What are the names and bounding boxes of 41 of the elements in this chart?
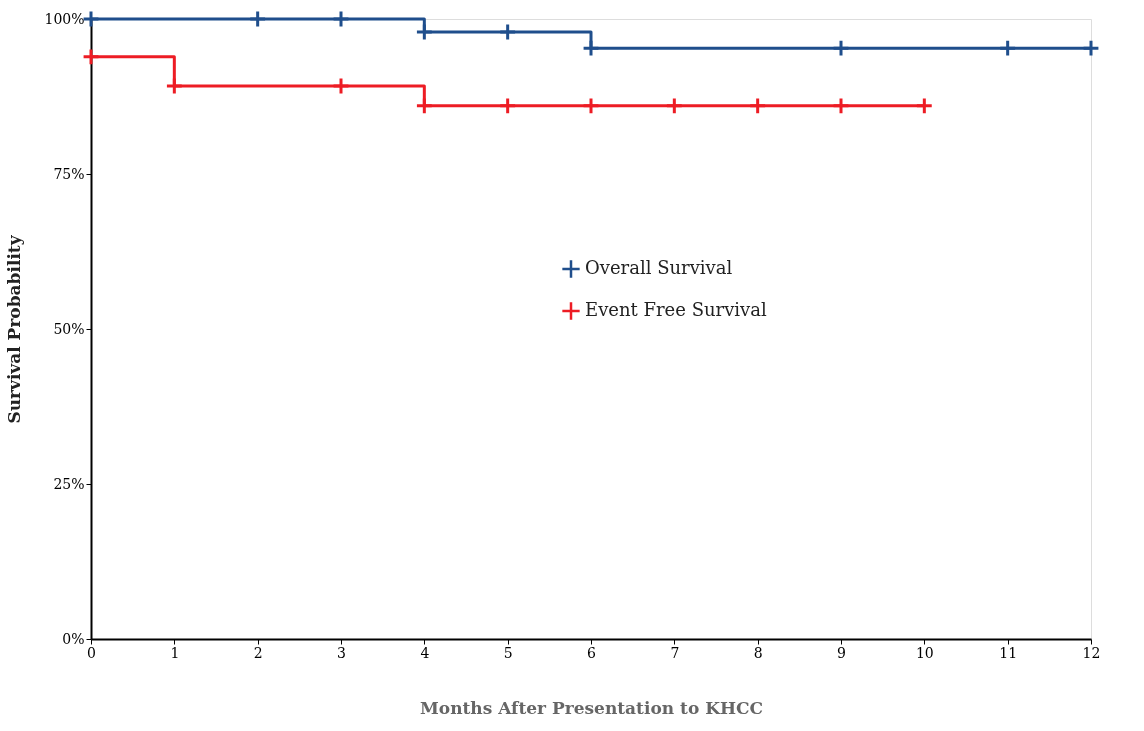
x-tick-label: 6 [587,644,597,661]
x-tick-label: 9 [837,644,846,661]
point [82,10,100,28]
point [82,47,100,66]
x-tick-label: 3 [337,644,346,661]
point [998,39,1017,58]
legend-label: Event Free Survival [585,299,767,320]
x-tick-label: 2 [253,644,263,661]
y-tick-label: 75% [53,165,85,182]
x-tick-label: 0 [87,644,96,661]
point [832,39,850,58]
x-tick-label: 12 [1082,644,1101,661]
point [498,96,517,115]
point [582,96,600,115]
x-tick-label: 4 [420,644,430,661]
x-tick-label: 10 [915,644,934,661]
point [415,23,434,41]
point [165,77,184,95]
point [415,96,434,115]
y-tick-label: 0% [62,630,85,647]
point [915,96,934,115]
point [248,10,267,28]
point [332,10,350,28]
point [332,77,350,95]
y-tick-label: 50% [53,320,85,337]
point [748,96,767,115]
y-tick-label: 25% [53,475,85,492]
x-tick-label: 7 [670,644,680,661]
point [665,96,684,115]
y-axis-title: Survival Probability [4,234,25,424]
x-tick-label: 8 [753,644,763,661]
y-tick-label: 100% [44,10,85,27]
x-tick-label: 5 [503,644,513,661]
point [498,23,517,41]
point [1082,39,1100,58]
x-tick-label: 1 [170,644,180,661]
legend-label: Overall Survival [585,257,733,278]
x-axis-title: Months After Presentation to KHCC [419,697,764,718]
point [582,39,600,58]
x-tick-label: 11 [999,644,1018,661]
point [832,96,850,115]
